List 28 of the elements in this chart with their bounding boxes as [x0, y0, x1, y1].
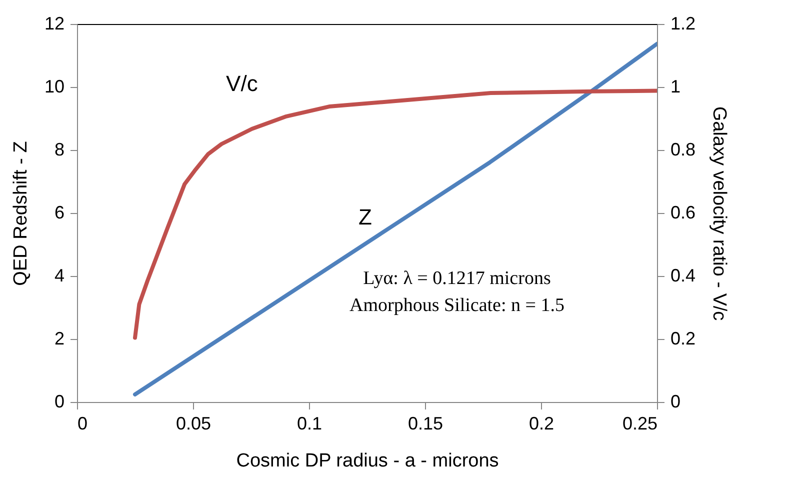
- y2-axis-title: Galaxy velocity ratio - V/c: [708, 106, 730, 321]
- y2-tick-label: 0.2: [670, 328, 696, 348]
- x-tick-label: 0.15: [408, 414, 444, 434]
- line-series: [133, 42, 657, 396]
- y-tick-label: 8: [54, 140, 64, 160]
- y-tick-label: 6: [54, 202, 64, 222]
- series-label: V/c: [226, 70, 258, 96]
- y2-tick-label: 1: [670, 76, 681, 96]
- x-tick-label: 0.1: [296, 414, 322, 434]
- y2-tick-label: 0.8: [670, 140, 696, 160]
- y-tick-label: 2: [54, 328, 64, 348]
- y2-tick-label: 0: [670, 392, 681, 412]
- x-tick-label: 0.2: [528, 414, 554, 434]
- x-tick-label: 0: [78, 414, 88, 434]
- y-tick-label: 0: [54, 392, 64, 412]
- y-axis-title: QED Redshift - Z: [10, 140, 32, 286]
- y-tick-label: 10: [44, 76, 64, 96]
- y2-tick-label: 0.6: [670, 202, 696, 222]
- y2-tick-label: 0.4: [670, 266, 696, 286]
- y-tick-label: 4: [54, 266, 64, 286]
- x-tick-label: 0.05: [176, 414, 212, 434]
- annotation: Lyα: λ = 0.1217 microns: [363, 268, 551, 289]
- y2-tick-label: 1.2: [670, 14, 696, 34]
- x-tick-label: 0.25: [622, 414, 658, 434]
- annotation: Amorphous Silicate: n = 1.5: [350, 295, 564, 316]
- y-tick-label: 12: [44, 14, 64, 34]
- x-axis-title: Cosmic DP radius - a - microns: [236, 450, 499, 472]
- series-label: Z: [358, 204, 372, 230]
